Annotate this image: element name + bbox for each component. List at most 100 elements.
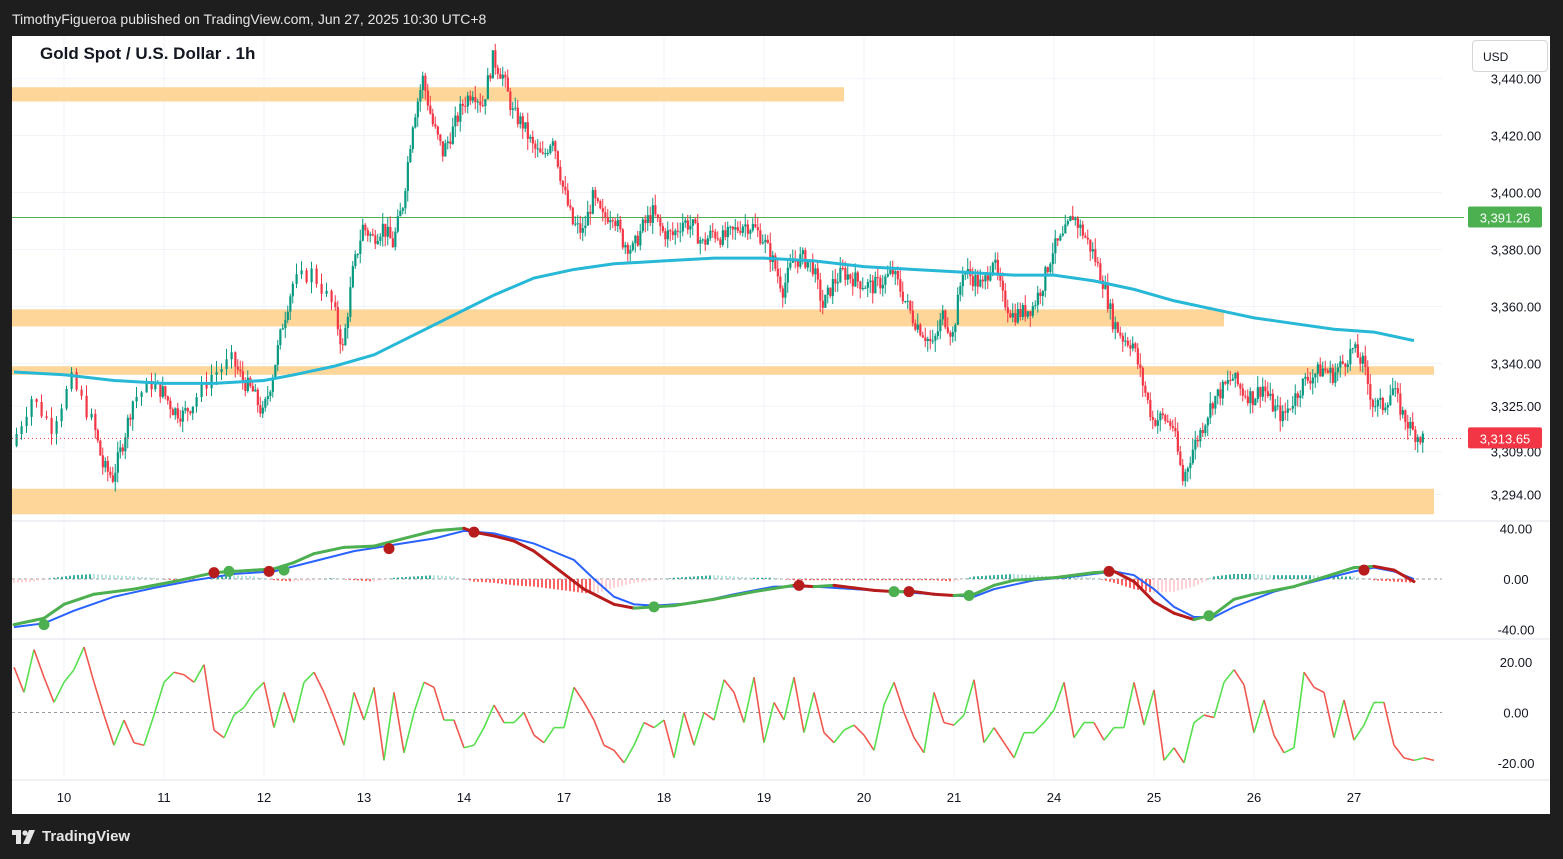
histogram-bar: [965, 578, 967, 579]
candle-body: [886, 273, 889, 277]
momentum-segment: [373, 687, 385, 761]
momentum-segment: [833, 729, 845, 744]
candle-body: [1044, 267, 1047, 291]
histogram-bar: [961, 579, 963, 580]
candle-body: [486, 75, 489, 100]
candle-body: [636, 235, 639, 246]
fast-line-segment: [972, 583, 996, 596]
candle-body: [244, 381, 247, 391]
histogram-bar: [781, 578, 783, 580]
candle-body: [414, 117, 417, 128]
tradingview-logo-icon: [12, 829, 35, 844]
candle-body: [481, 105, 484, 107]
histogram-bar: [1089, 577, 1091, 579]
candle-body: [529, 136, 532, 139]
published-text: TimothyFigueroa published on TradingView…: [12, 11, 487, 27]
candle-body: [1126, 340, 1129, 346]
candle-body: [1154, 419, 1157, 426]
candle-body: [1379, 397, 1382, 400]
candle-body: [849, 274, 852, 279]
marked-level-label: 3,391.26: [1480, 210, 1531, 225]
momentum-axis-label: -20.00: [1498, 756, 1535, 771]
candle-body: [411, 127, 414, 150]
chart-canvas[interactable]: 3,440.00 3,420.00 3,400.00 3,380.00 3,360.00…: [12, 36, 1550, 814]
candle-body: [459, 103, 462, 122]
candle-body: [264, 399, 267, 408]
momentum-segment: [713, 679, 725, 721]
candle-body: [1389, 395, 1392, 405]
candle-body: [564, 186, 567, 191]
histogram-bar: [425, 575, 427, 579]
support-resistance-zone: [12, 488, 1434, 515]
histogram-bar: [1257, 574, 1259, 579]
histogram-bar: [261, 577, 263, 579]
histogram-bar: [1289, 575, 1291, 579]
histogram-bar: [929, 579, 931, 581]
candle-body: [1089, 239, 1092, 252]
histogram-bar: [901, 579, 903, 581]
chart-panel[interactable]: 3,440.00 3,420.00 3,400.00 3,380.00 3,360.00…: [12, 36, 1550, 814]
candle-body: [150, 380, 153, 390]
histogram-bar: [645, 579, 647, 582]
fast-line-segment: [1052, 571, 1096, 580]
currency-selector[interactable]: USD: [1472, 40, 1548, 72]
momentum-segment: [673, 712, 685, 759]
histogram-bar: [1213, 576, 1215, 579]
candle-body: [429, 105, 432, 114]
momentum-segment: [1093, 722, 1105, 741]
candle-body: [215, 371, 218, 375]
candle-body: [1231, 378, 1234, 381]
candle-body: [936, 331, 939, 336]
candle-body: [1326, 370, 1329, 373]
tradingview-logo[interactable]: TradingView: [12, 828, 130, 845]
candle-body: [159, 381, 162, 397]
candle-body: [1169, 421, 1172, 427]
histogram-bar: [149, 577, 151, 579]
candle-body: [979, 279, 982, 287]
histogram-bar: [1393, 579, 1395, 582]
candle-body: [1226, 380, 1229, 384]
histogram-bar: [389, 578, 391, 579]
candle-body: [586, 211, 589, 226]
momentum-segment: [1133, 682, 1145, 726]
histogram-bar: [917, 579, 919, 581]
histogram-bar: [445, 575, 447, 579]
fast-line-segment: [342, 544, 376, 549]
candle-body: [676, 230, 679, 232]
candle-body: [1099, 263, 1102, 281]
momentum-segment: [523, 712, 535, 736]
histogram-bar: [429, 575, 431, 579]
momentum-segment: [1223, 669, 1235, 683]
candle-body: [841, 267, 844, 269]
histogram-bar: [1093, 577, 1095, 579]
candle-body: [489, 75, 492, 79]
momentum-segment: [1303, 671, 1315, 688]
momentum-segment: [473, 727, 485, 746]
crossover-marker: [383, 543, 395, 555]
momentum-segment: [1013, 732, 1025, 759]
candle-body: [484, 99, 487, 107]
momentum-segment: [1183, 722, 1195, 764]
candle-body: [786, 267, 789, 283]
candle-body: [1264, 386, 1267, 392]
histogram-bar: [189, 579, 191, 581]
histogram-bar: [405, 576, 407, 579]
histogram-bar: [1225, 574, 1227, 579]
momentum-segment: [1153, 689, 1165, 761]
candle-body: [1119, 332, 1122, 336]
fast-line-segment: [432, 526, 466, 533]
histogram-bar: [653, 579, 655, 581]
histogram-bar: [1353, 576, 1355, 579]
momentum-segment: [1323, 692, 1335, 738]
candle-body: [476, 101, 479, 103]
candle-body: [724, 230, 727, 238]
histogram-bar: [237, 575, 239, 579]
candle-body: [251, 386, 254, 392]
candle-body: [684, 220, 687, 223]
candle-body: [991, 262, 994, 274]
candle-body: [551, 141, 554, 146]
candle-body: [494, 50, 497, 68]
candle-body: [1186, 468, 1189, 472]
candle-body: [861, 288, 864, 290]
candle-body: [1246, 396, 1249, 404]
